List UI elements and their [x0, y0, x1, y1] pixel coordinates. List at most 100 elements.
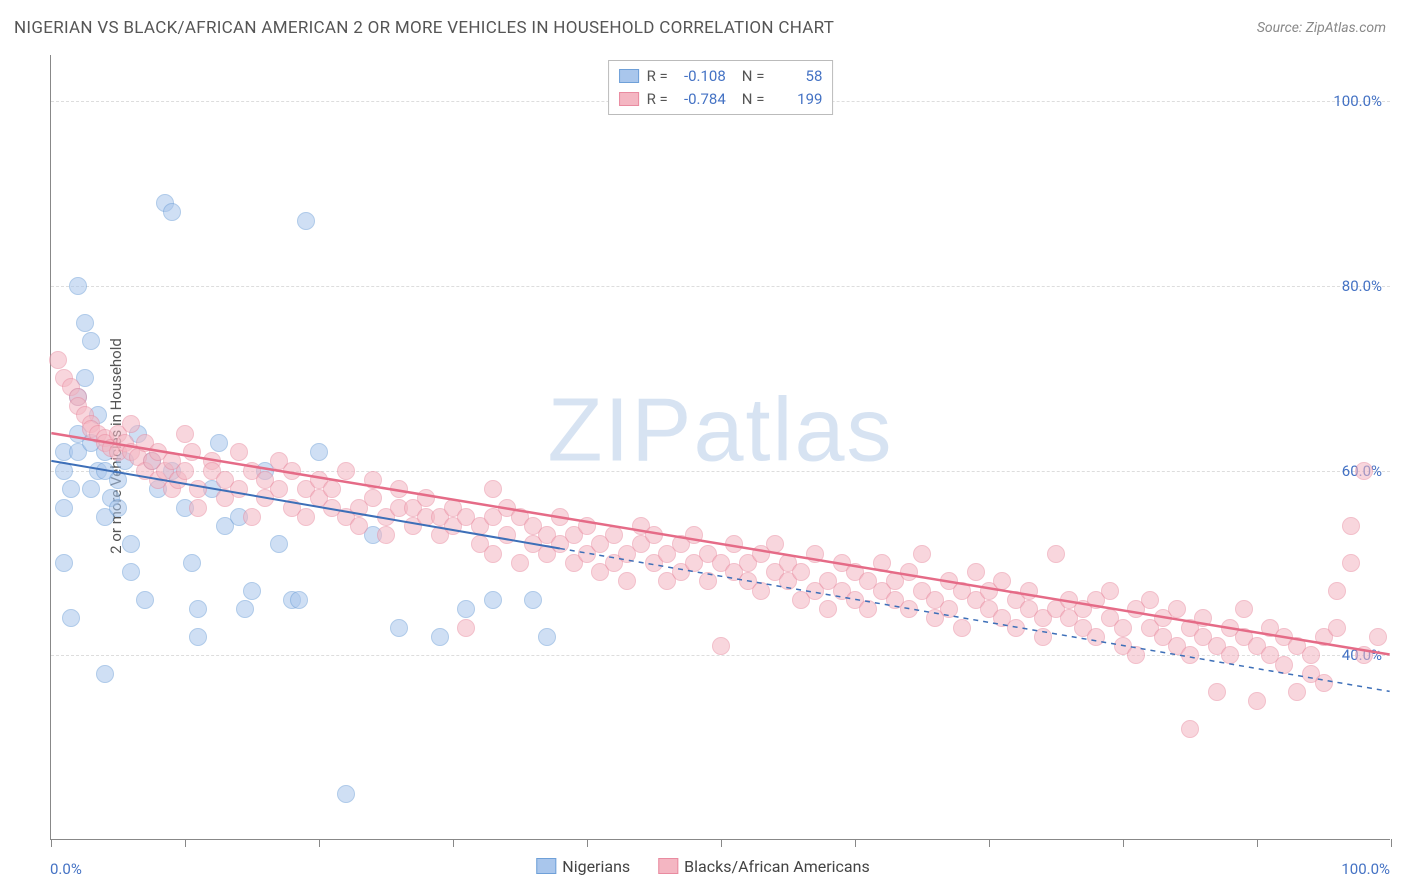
scatter-point: [122, 415, 140, 433]
scatter-point: [1342, 517, 1360, 535]
scatter-point: [1114, 619, 1132, 637]
scatter-point: [457, 600, 475, 618]
scatter-point: [1328, 582, 1346, 600]
x-axis-min-label: 0.0%: [50, 860, 82, 878]
scatter-point: [645, 526, 663, 544]
scatter-point: [1101, 582, 1119, 600]
scatter-point: [122, 563, 140, 581]
scatter-point: [618, 572, 636, 590]
scatter-point: [900, 600, 918, 618]
scatter-point: [967, 563, 985, 581]
x-tick: [453, 839, 454, 847]
stat-label-r: R =: [647, 65, 668, 88]
scatter-point: [1328, 619, 1346, 637]
scatter-point: [1181, 720, 1199, 738]
scatter-point: [55, 462, 73, 480]
scatter-point: [62, 480, 80, 498]
scatter-point: [457, 619, 475, 637]
scatter-point: [270, 535, 288, 553]
scatter-point: [55, 499, 73, 517]
scatter-point: [270, 480, 288, 498]
scatter-point: [1248, 692, 1266, 710]
scatter-point: [873, 554, 891, 572]
scatter-point: [1181, 646, 1199, 664]
scatter-point: [484, 591, 502, 609]
stat-value-r1: -0.108: [676, 65, 726, 88]
scatter-point: [69, 277, 87, 295]
stats-row-1: R = -0.108 N = 58: [619, 65, 823, 88]
scatter-point: [712, 637, 730, 655]
x-tick: [1391, 839, 1392, 847]
scatter-point: [136, 591, 154, 609]
scatter-point: [524, 591, 542, 609]
scatter-point: [859, 600, 877, 618]
chart-title: NIGERIAN VS BLACK/AFRICAN AMERICAN 2 OR …: [14, 18, 834, 38]
legend-item-2: Blacks/African Americans: [658, 857, 870, 876]
scatter-point: [236, 600, 254, 618]
stat-value-n1: 58: [772, 65, 822, 88]
scatter-point: [1302, 646, 1320, 664]
scatter-point: [1235, 600, 1253, 618]
y-tick-label: 80.0%: [1342, 277, 1382, 295]
legend-item-1: Nigerians: [536, 857, 630, 876]
stat-value-n2: 199: [772, 88, 822, 111]
scatter-point: [163, 203, 181, 221]
stat-label-n: N =: [742, 88, 765, 111]
scatter-point: [806, 545, 824, 563]
scatter-point: [913, 545, 931, 563]
swatch-icon: [536, 858, 556, 874]
scatter-point: [283, 462, 301, 480]
scatter-point: [183, 443, 201, 461]
scatter-point: [605, 526, 623, 544]
scatter-point: [940, 600, 958, 618]
x-tick: [185, 839, 186, 847]
scatter-point: [364, 489, 382, 507]
scatter-point: [76, 314, 94, 332]
legend-label-2: Blacks/African Americans: [684, 857, 870, 876]
scatter-point: [1087, 628, 1105, 646]
watermark: ZIPatlas: [547, 380, 893, 483]
scatter-point: [122, 535, 140, 553]
scatter-point: [725, 535, 743, 553]
scatter-point: [82, 480, 100, 498]
scatter-point: [109, 499, 127, 517]
stat-label-n: N =: [742, 65, 765, 88]
scatter-point: [62, 609, 80, 627]
scatter-point: [1342, 554, 1360, 572]
scatter-point: [953, 619, 971, 637]
scatter-point: [337, 785, 355, 803]
x-tick: [1257, 839, 1258, 847]
scatter-point: [766, 535, 784, 553]
scatter-point: [230, 480, 248, 498]
scatter-point: [337, 462, 355, 480]
scatter-point: [176, 425, 194, 443]
swatch-icon: [619, 69, 639, 83]
scatter-point: [297, 212, 315, 230]
scatter-point: [1034, 628, 1052, 646]
scatter-point: [417, 489, 435, 507]
scatter-point: [685, 526, 703, 544]
scatter-point: [189, 628, 207, 646]
x-tick: [51, 839, 52, 847]
scatter-point: [1194, 609, 1212, 627]
scatter-point: [1355, 646, 1373, 664]
scatter-point: [511, 554, 529, 572]
gridline: [51, 286, 1390, 287]
scatter-point: [819, 600, 837, 618]
x-tick: [855, 839, 856, 847]
scatter-point: [55, 554, 73, 572]
y-tick-label: 100.0%: [1333, 92, 1382, 110]
swatch-icon: [619, 92, 639, 106]
scatter-point: [1168, 600, 1186, 618]
scatter-point: [1369, 628, 1387, 646]
scatter-point: [498, 526, 516, 544]
scatter-point: [350, 517, 368, 535]
scatter-point: [243, 508, 261, 526]
scatter-point: [323, 480, 341, 498]
scatter-point: [189, 480, 207, 498]
scatter-point: [900, 563, 918, 581]
scatter-point: [176, 462, 194, 480]
scatter-point: [1288, 683, 1306, 701]
stats-row-2: R = -0.784 N = 199: [619, 88, 823, 111]
x-axis-max-label: 100.0%: [1341, 860, 1390, 878]
